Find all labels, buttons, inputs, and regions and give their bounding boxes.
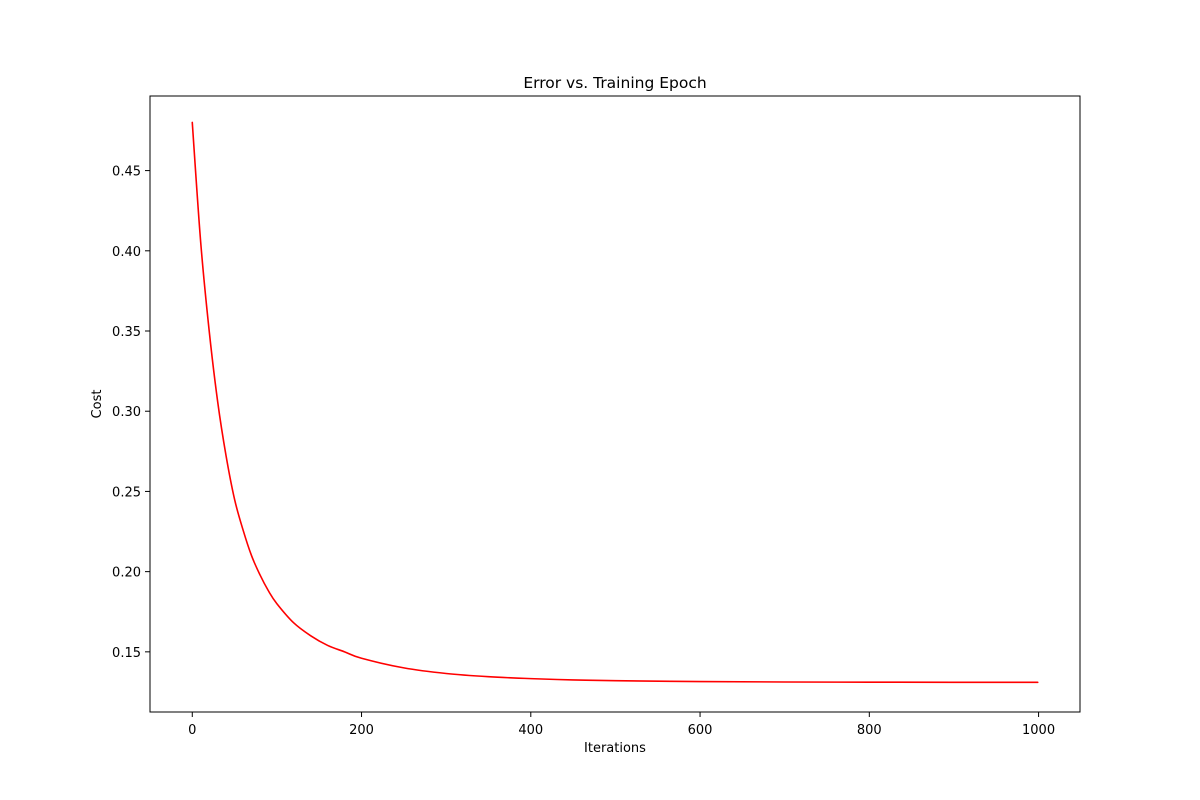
x-axis-label: Iterations	[584, 741, 646, 756]
x-tick-label: 200	[349, 723, 374, 738]
y-tick-label: 0.40	[112, 245, 141, 260]
y-tick-label: 0.45	[112, 165, 141, 180]
y-tick-label: 0.20	[112, 566, 141, 581]
x-tick-label: 1000	[1022, 723, 1055, 738]
y-tick-label: 0.30	[112, 405, 141, 420]
plot-frame	[149, 95, 1081, 713]
y-tick-label: 0.35	[112, 325, 141, 340]
y-axis-label: Cost	[90, 390, 105, 419]
x-tick-label: 800	[857, 723, 882, 738]
x-tick-label: 0	[188, 723, 196, 738]
series-line	[191, 121, 1039, 684]
x-tick-label: 400	[518, 723, 543, 738]
series-layer	[191, 121, 1039, 684]
y-axis: 0.15 0.20 0.25 0.30 0.35 0.40 0.45	[112, 165, 150, 661]
x-axis: 0 200 400 600 800 1000	[188, 712, 1055, 738]
chart-title: Error vs. Training Epoch	[523, 74, 706, 92]
x-tick-label: 600	[688, 723, 713, 738]
y-tick-label: 0.25	[112, 485, 141, 500]
y-tick-label: 0.15	[112, 646, 141, 661]
